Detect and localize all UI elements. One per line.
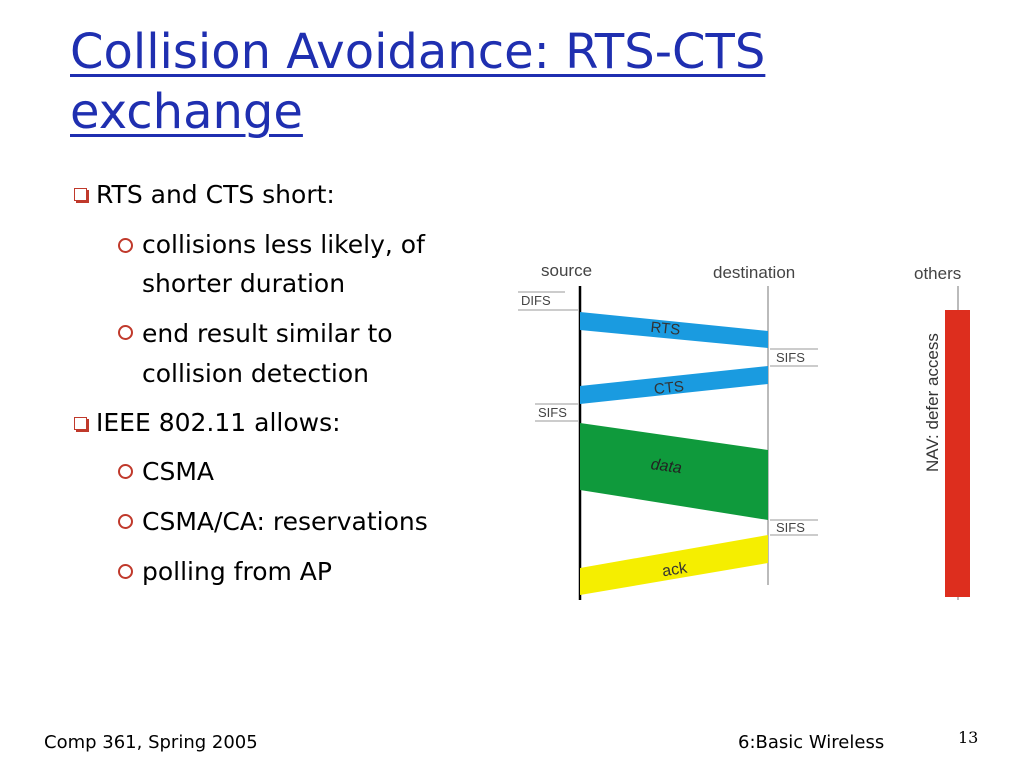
rts-frame xyxy=(580,312,768,348)
page-number: 13 xyxy=(958,728,979,747)
nav-defer-bar xyxy=(945,310,970,597)
ack-label: ack xyxy=(661,559,689,580)
cts-label: CTS xyxy=(653,378,685,398)
destination-label: destination xyxy=(713,263,795,282)
sifs-label: SIFS xyxy=(538,405,567,420)
ack-frame xyxy=(580,535,768,595)
nav-label: NAV: defer access xyxy=(923,333,942,472)
sifs-bracket xyxy=(770,519,818,536)
source-label: source xyxy=(541,261,592,280)
sifs-bracket xyxy=(770,348,818,367)
rts-label: RTS xyxy=(650,319,681,339)
sifs-label: SIFS xyxy=(776,520,805,535)
data-frame xyxy=(580,423,768,520)
slide-title: Collision Avoidance: RTS-CTS exchange xyxy=(70,24,766,140)
footer-course: Comp 361, Spring 2005 xyxy=(44,732,258,753)
data-label: data xyxy=(650,456,683,477)
footer-section: 6:Basic Wireless xyxy=(738,732,885,753)
difs-bracket xyxy=(518,291,578,311)
cts-frame xyxy=(580,366,768,404)
difs-label: DIFS xyxy=(521,293,551,308)
others-label: others xyxy=(914,264,961,283)
sifs-label: SIFS xyxy=(776,350,805,365)
sifs-bracket xyxy=(535,403,578,422)
